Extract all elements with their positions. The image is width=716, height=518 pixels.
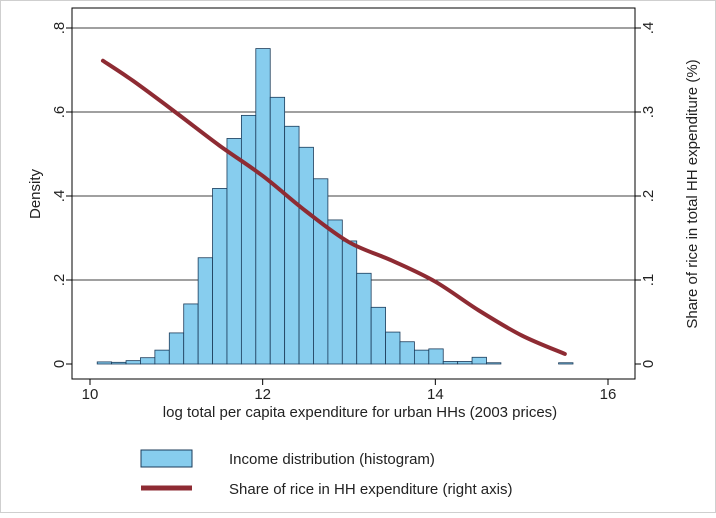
histogram-bar-3 [140, 357, 156, 365]
y-axis-title: Density [27, 168, 44, 219]
y-tick-label-1: .2 [51, 274, 68, 287]
histogram-bar-7 [197, 257, 213, 365]
histogram-bar-17 [341, 240, 358, 365]
histogram-bar-0 [96, 361, 113, 365]
histogram-bar-26 [471, 356, 487, 365]
histogram-bar-1 [111, 361, 127, 365]
histogram-bar-22 [413, 349, 430, 365]
histogram-bar-25 [457, 361, 473, 365]
histogram-bars [96, 48, 574, 365]
histogram-bar-2 [125, 360, 141, 365]
x-axis-title: log total per capita expenditure for urb… [163, 404, 557, 421]
histogram-bar-14 [298, 146, 314, 365]
legend-label-line: Share of rice in HH expenditure (right a… [229, 481, 512, 498]
histogram-bar-15 [313, 178, 329, 365]
histogram-bar-16 [327, 219, 343, 365]
legend-swatch-histogram [140, 449, 193, 468]
histogram-bar-13 [284, 125, 300, 365]
histogram-bar-23 [428, 348, 444, 365]
y2-tick-label-0: 0 [640, 360, 657, 368]
y-tick-label-3: .6 [51, 106, 68, 119]
y-tick-label-2: .4 [51, 190, 68, 203]
histogram-bar-24 [442, 361, 459, 365]
histogram-bar-6 [183, 303, 199, 365]
y2-tick-label-1: .1 [640, 274, 657, 287]
histogram-bar-20 [385, 331, 401, 365]
histogram-bar-10 [240, 114, 257, 365]
tick-labels: 10 12 14 16 0 .2 .4 .6 .8 0 .1 .2 .3 .4 [51, 22, 657, 403]
histogram-bar-12 [269, 96, 286, 365]
y2-tick-label-3: .3 [640, 106, 657, 119]
histogram-bar-18 [356, 272, 372, 365]
rice-share-line [100, 58, 567, 356]
histogram-bar-11 [255, 48, 271, 365]
histogram-bar-5 [168, 332, 185, 365]
y2-tick-label-2: .2 [640, 190, 657, 203]
y2-tick-label-4: .4 [640, 22, 657, 35]
histogram-bar-4 [154, 349, 170, 365]
y-tick-label-4: .8 [51, 22, 68, 35]
x-tick-label-1: 12 [254, 386, 271, 403]
histogram-bar-9 [226, 138, 242, 365]
legend: Income distribution (histogram) Share of… [140, 449, 512, 498]
x-tick-label-0: 10 [82, 386, 99, 403]
histogram-bar-27 [486, 362, 502, 365]
histogram-bar-8 [212, 188, 228, 365]
axes [66, 27, 641, 385]
x-tick-label-2: 14 [427, 386, 444, 403]
histogram-bar-19 [370, 306, 386, 365]
legend-label-histogram: Income distribution (histogram) [229, 451, 435, 468]
y2-axis-title: Share of rice in total HH expenditure (%… [684, 59, 701, 328]
x-tick-label-3: 16 [600, 386, 617, 403]
y-tick-label-0: 0 [51, 360, 68, 368]
rice-share-curve [100, 58, 567, 356]
histogram-bar-28 [558, 362, 574, 365]
histogram-bar-21 [399, 341, 415, 365]
